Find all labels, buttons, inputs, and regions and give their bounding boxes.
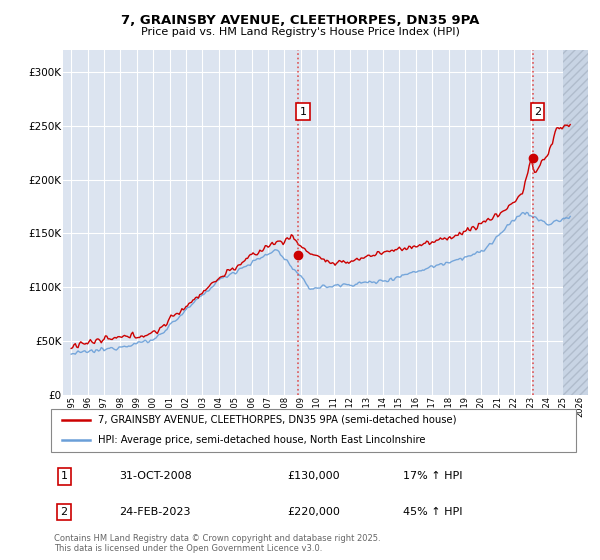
Text: 7, GRAINSBY AVENUE, CLEETHORPES, DN35 9PA (semi-detached house): 7, GRAINSBY AVENUE, CLEETHORPES, DN35 9P…: [98, 415, 457, 424]
Text: 31-OCT-2008: 31-OCT-2008: [119, 472, 192, 482]
Bar: [563, 50, 588, 395]
Text: 45% ↑ HPI: 45% ↑ HPI: [403, 507, 462, 517]
FancyBboxPatch shape: [51, 409, 576, 452]
Text: 2: 2: [61, 507, 68, 517]
Text: Contains HM Land Registry data © Crown copyright and database right 2025.
This d: Contains HM Land Registry data © Crown c…: [54, 534, 380, 553]
Text: HPI: Average price, semi-detached house, North East Lincolnshire: HPI: Average price, semi-detached house,…: [98, 435, 426, 445]
Text: 24-FEB-2023: 24-FEB-2023: [119, 507, 191, 517]
Text: £220,000: £220,000: [287, 507, 340, 517]
Text: 1: 1: [61, 472, 68, 482]
Text: 17% ↑ HPI: 17% ↑ HPI: [403, 472, 462, 482]
Text: £130,000: £130,000: [287, 472, 340, 482]
Text: 2: 2: [534, 107, 541, 116]
Text: Price paid vs. HM Land Registry's House Price Index (HPI): Price paid vs. HM Land Registry's House …: [140, 27, 460, 37]
Text: 1: 1: [299, 107, 307, 116]
Text: 7, GRAINSBY AVENUE, CLEETHORPES, DN35 9PA: 7, GRAINSBY AVENUE, CLEETHORPES, DN35 9P…: [121, 14, 479, 27]
